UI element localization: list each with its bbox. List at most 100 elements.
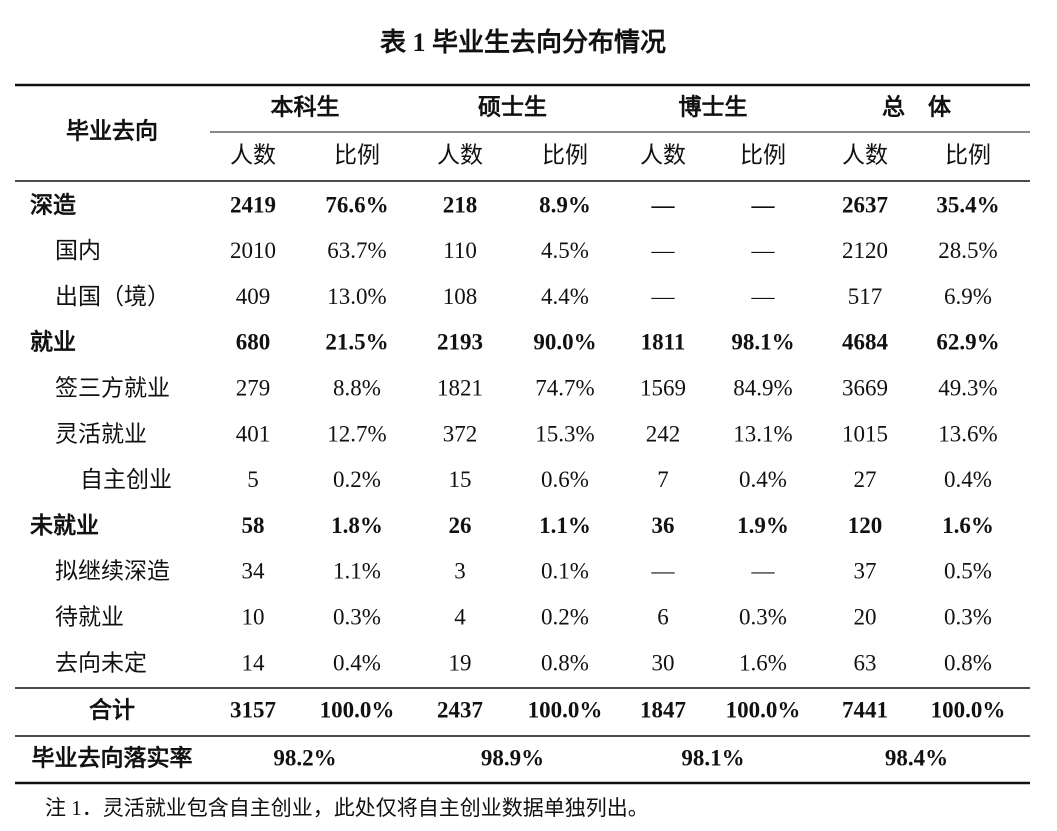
cell: 0.4% [333, 650, 381, 675]
group-header: 博士生 [679, 93, 748, 119]
cell: 0.3% [944, 604, 992, 629]
cell: 0.4% [739, 467, 787, 492]
cell: 409 [236, 284, 271, 309]
cell: 4 [454, 604, 466, 629]
cell: 2120 [842, 238, 888, 263]
cell: 680 [236, 330, 271, 355]
cell: 100.0% [726, 697, 801, 722]
cell: 76.6% [325, 192, 388, 217]
cell: 13.1% [733, 421, 792, 446]
row-label: 出国（境） [55, 284, 170, 309]
cell: 10 [242, 604, 265, 629]
cell: 1.1% [333, 559, 381, 584]
cell: 2637 [842, 192, 888, 217]
row-label: 拟继续深造 [55, 559, 170, 584]
cell: 5 [247, 467, 259, 492]
cell: 26 [449, 513, 472, 538]
cell: 1.9% [737, 513, 789, 538]
group-header: 本科生 [271, 94, 340, 119]
cell: 3669 [842, 375, 888, 400]
cell: 2193 [437, 330, 483, 355]
cell: — [651, 192, 676, 217]
cell: 2419 [230, 192, 276, 217]
cell: 63 [854, 650, 877, 675]
cell: — [751, 559, 776, 584]
sub-header: 比例 [334, 142, 380, 167]
row-label: 去向未定 [55, 650, 147, 675]
cell: 37 [854, 559, 877, 584]
row-header: 毕业去向 [66, 117, 158, 143]
row-label: 未就业 [30, 512, 99, 538]
row-label: 自主创业 [80, 467, 172, 492]
cell: — [651, 238, 676, 263]
cell: 15 [449, 467, 472, 492]
cell: 74.7% [535, 375, 594, 400]
cell: 30 [652, 650, 675, 675]
cell: 1.6% [739, 650, 787, 675]
cell: 0.1% [541, 559, 589, 584]
cell: 0.8% [541, 650, 589, 675]
cell: 0.2% [333, 467, 381, 492]
cell: 2010 [230, 238, 276, 263]
row-label: 国内 [55, 238, 101, 263]
sub-header: 人数 [437, 142, 483, 167]
cell: 84.9% [733, 375, 792, 400]
cell: 63.7% [327, 238, 386, 263]
cell: 4.4% [541, 284, 589, 309]
cell: 1821 [437, 375, 483, 400]
cell: 15.3% [535, 421, 594, 446]
cell: 7 [657, 467, 669, 492]
cell: 110 [443, 238, 477, 263]
cell: 20 [854, 604, 877, 629]
sub-header: 人数 [842, 142, 888, 167]
cell: 21.5% [325, 330, 388, 355]
cell: 4684 [842, 330, 889, 355]
cell: 1.6% [942, 513, 994, 538]
row-label: 合计 [89, 696, 135, 722]
cell: 3 [454, 559, 466, 584]
cell: 98.1% [731, 330, 794, 355]
cell: 100.0% [528, 697, 603, 722]
sub-header: 人数 [640, 142, 686, 167]
cell: 49.3% [938, 375, 997, 400]
cell: 98.4% [885, 745, 948, 770]
cell: 3157 [230, 697, 276, 722]
cell: — [651, 559, 676, 584]
cell: — [651, 284, 676, 309]
cell: 13.6% [938, 421, 997, 446]
cell: 6.9% [944, 284, 992, 309]
cell: 120 [848, 513, 883, 538]
cell: 1569 [640, 375, 686, 400]
cell: 517 [848, 284, 883, 309]
row-label: 签三方就业 [55, 375, 170, 400]
cell: 13.0% [327, 284, 386, 309]
cell: 2437 [437, 697, 483, 722]
cell: 1.1% [539, 513, 591, 538]
cell: 58 [242, 513, 265, 538]
sub-header: 比例 [945, 142, 991, 167]
row-label: 毕业去向落实率 [32, 744, 193, 770]
cell: 279 [236, 375, 271, 400]
cell: — [751, 238, 776, 263]
cell: 19 [449, 650, 472, 675]
cell: 14 [242, 650, 266, 675]
row-label: 灵活就业 [55, 421, 147, 446]
cell: 90.0% [533, 330, 596, 355]
cell: 7441 [842, 697, 888, 722]
cell: 12.7% [327, 421, 386, 446]
cell: — [751, 192, 776, 217]
group-header: 硕士生 [478, 94, 547, 119]
cell: 0.5% [944, 559, 992, 584]
cell: 0.3% [739, 604, 787, 629]
cell: 8.9% [539, 192, 591, 217]
group-header: 总 体 [882, 93, 952, 119]
cell: 98.1% [681, 745, 744, 770]
cell: 34 [242, 559, 266, 584]
cell: 4.5% [541, 238, 589, 263]
cell: 62.9% [936, 330, 999, 355]
sub-header: 人数 [230, 142, 276, 167]
cell: 28.5% [938, 238, 997, 263]
row-label: 待就业 [55, 604, 124, 629]
cell: 108 [443, 284, 478, 309]
